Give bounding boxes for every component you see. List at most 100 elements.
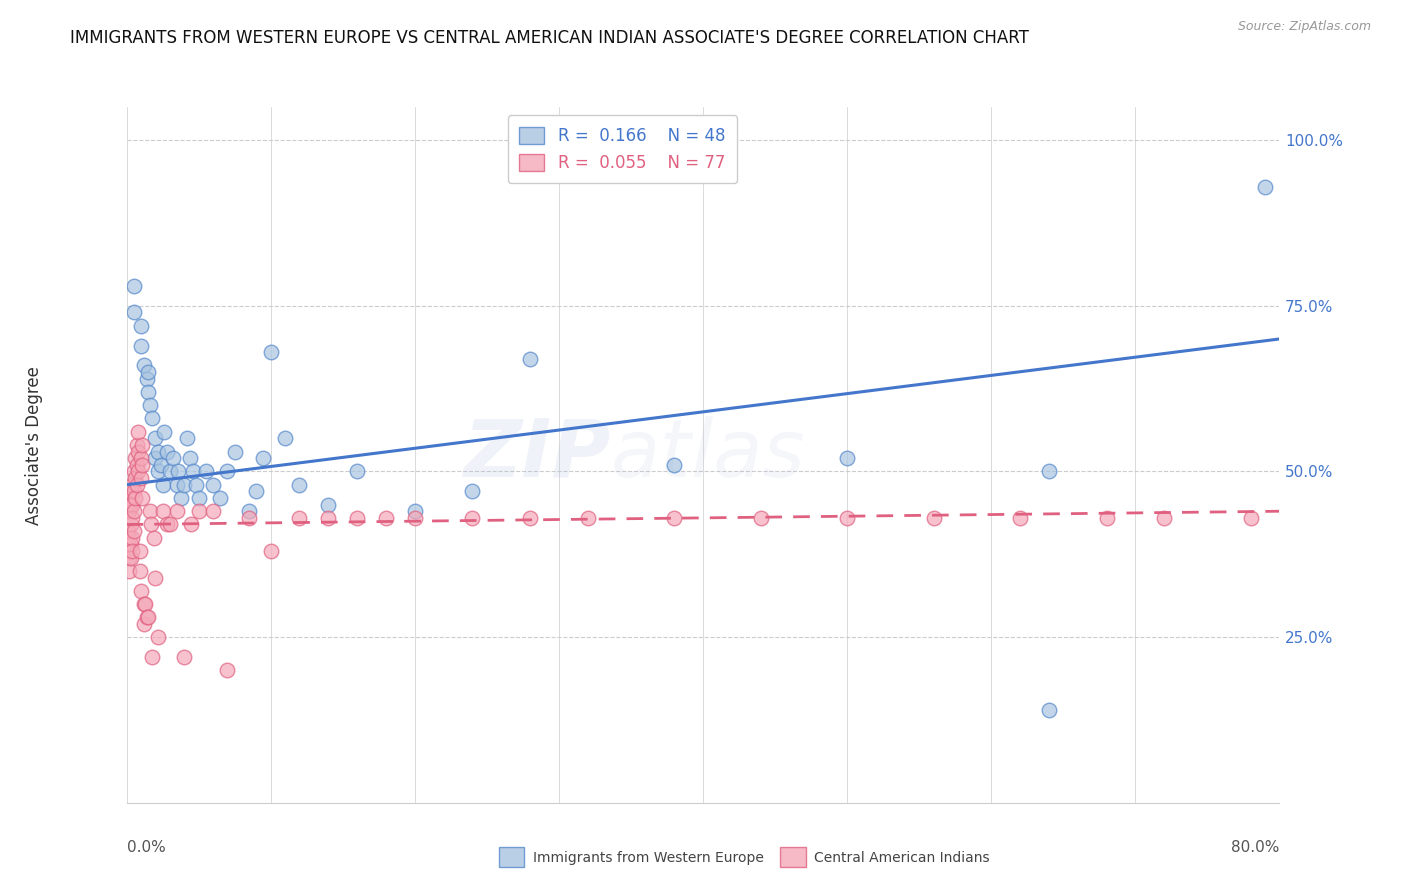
Point [128,544,150,558]
Point [141,650,163,665]
Point [274,431,297,445]
Point [134,597,156,611]
Point [122,465,145,479]
Point [181,465,204,479]
Point [461,484,484,499]
Point [245,484,267,499]
Point [145,570,166,584]
Point [678,160,700,174]
Point [170,491,193,505]
Point [120,537,142,551]
Point [187,491,209,505]
Point [835,451,858,466]
Point [166,504,188,518]
Point [135,610,157,624]
Point [125,438,148,452]
Point [135,372,157,386]
Point [664,458,686,472]
Point [576,511,599,525]
Point [374,511,398,525]
Point [136,384,159,399]
Point [145,431,166,445]
Point [148,630,170,644]
Point [156,517,179,532]
Point [132,359,155,373]
Point [121,531,143,545]
Point [346,511,368,525]
Point [184,477,207,491]
Text: Associate's Degree: Associate's Degree [25,367,44,525]
Point [252,451,274,466]
Text: 0.0%: 0.0% [127,839,166,855]
Point [194,465,217,479]
Text: Central American Indians: Central American Indians [814,851,990,865]
Point [519,511,541,525]
Point [173,477,195,491]
Point [122,524,145,538]
Point [156,444,179,458]
Point [118,504,141,518]
Point [179,451,201,466]
Point [132,597,155,611]
Point [141,411,163,425]
Point [118,491,141,505]
Point [120,550,142,565]
Point [1038,703,1060,717]
Point [404,511,426,525]
Point [124,471,146,485]
Point [136,365,159,379]
Point [138,398,160,412]
Point [120,498,142,512]
Point [121,544,143,558]
Point [159,465,181,479]
Point [519,351,541,366]
Point [142,531,165,545]
Point [162,451,184,466]
Point [318,498,340,512]
Point [118,550,141,565]
Point [1038,465,1060,479]
Point [150,458,173,472]
Point [173,650,195,665]
Point [132,616,155,631]
Point [238,511,260,525]
Point [121,498,143,512]
Point [1254,179,1277,194]
Point [166,477,188,491]
Point [118,531,141,545]
Point [122,305,145,319]
Point [180,517,202,532]
Point [922,511,945,525]
Point [139,517,162,532]
Point [122,279,145,293]
Point [209,491,232,505]
Point [121,477,143,491]
Point [129,471,152,485]
Text: IMMIGRANTS FROM WESTERN EUROPE VS CENTRAL AMERICAN INDIAN ASSOCIATE'S DEGREE COR: IMMIGRANTS FROM WESTERN EUROPE VS CENTRA… [70,29,1029,46]
Legend: R =  0.166    N = 48, R =  0.055    N = 77: R = 0.166 N = 48, R = 0.055 N = 77 [508,115,737,184]
Point [127,444,149,458]
Point [122,484,145,499]
Point [148,465,170,479]
Point [664,511,686,525]
Point [152,477,174,491]
Point [148,444,170,458]
Point [128,564,150,578]
Point [120,517,142,532]
Point [129,583,152,598]
Point [124,491,146,505]
Text: atlas: atlas [610,416,806,494]
Point [145,451,166,466]
Point [131,458,153,472]
Point [1153,511,1175,525]
Point [117,524,139,538]
Point [131,491,153,505]
Point [136,610,159,624]
Point [121,511,143,525]
Point [1008,511,1031,525]
Point [129,451,152,466]
Point [125,458,148,472]
Point [461,511,484,525]
Point [749,511,772,525]
Point [187,504,209,518]
